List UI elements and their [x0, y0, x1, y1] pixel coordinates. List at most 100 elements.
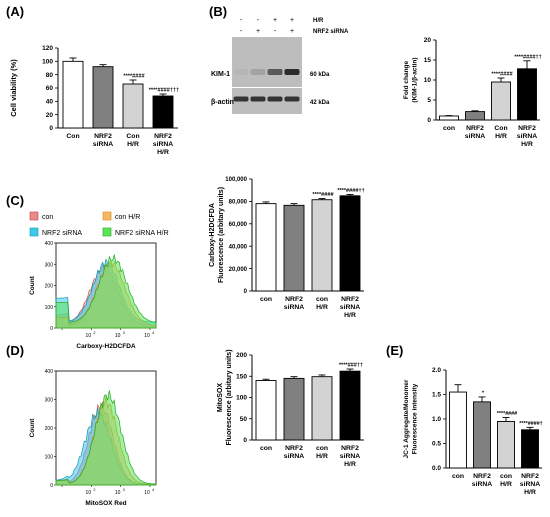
y-tick-label: 0 [244, 289, 248, 295]
significance-label: ****####†† [514, 54, 541, 60]
legend-label: con [42, 214, 53, 221]
bar [521, 429, 539, 469]
y-tick-label: 60,000 [229, 222, 248, 228]
blot-mark: - [240, 17, 243, 24]
blot-band [250, 69, 266, 75]
significance-label: ****####††† [149, 88, 179, 94]
x-tick-label: con [443, 125, 455, 132]
blot-mark: + [290, 17, 294, 24]
y-tick-label: 20,000 [229, 267, 248, 273]
y-axis-label: Carboxy-H2DCFDA [209, 203, 216, 267]
x-tick-label: 10 [86, 333, 92, 339]
bar [497, 421, 515, 469]
x-tick-label: siRNA [520, 481, 540, 488]
x-tick-exponent: 3 [123, 488, 125, 492]
x-tick-label: H/R [521, 141, 533, 148]
x-tick-label: H/R [316, 304, 328, 311]
x-tick-label: NRF2 [521, 473, 539, 480]
x-tick-label: H/R [344, 312, 356, 319]
y-tick-label: 60 [46, 85, 54, 92]
y-tick-label: 0 [50, 483, 53, 489]
x-tick-label: NRF2 [341, 296, 359, 303]
y-tick-label: 2.0 [432, 367, 441, 374]
significance-label: * [482, 390, 485, 396]
bar-chart-d: 0 50 100 150 200 MitoSOX Fluorescence (arbitar… [217, 349, 364, 468]
significance-label: ****#### [123, 74, 145, 80]
bar [92, 66, 114, 129]
y-tick-label: 200 [45, 284, 54, 290]
blot-protein-label: KIM-1 [211, 71, 230, 78]
y-tick-label: 15 [424, 57, 432, 64]
y-tick-label: 100 [45, 305, 54, 311]
x-tick-exponent: 4 [152, 331, 154, 335]
legend-swatch [102, 211, 112, 221]
y-tick-label: 1.0 [432, 416, 441, 423]
legend-label: NRF2 siRNA H/R [115, 230, 169, 237]
y-tick-label: 0 [427, 117, 431, 124]
western-blot: H/R NRF2 siRNA - - + + - + - + KIM-1 β-a… [211, 17, 349, 114]
x-tick-label: 10 [115, 333, 121, 339]
bar [449, 391, 467, 469]
blot-membrane [232, 37, 302, 87]
blot-band [267, 69, 283, 75]
x-tick-exponent: 2 [93, 488, 95, 492]
x-tick-label: H/R [524, 489, 536, 496]
x-tick-label: H/R [344, 461, 356, 468]
x-tick-label: siRNA [93, 141, 113, 148]
x-axis-label: MitoSOX Red [85, 500, 126, 507]
legend-label: con H/R [115, 214, 140, 221]
y-axis-label: Cell viability (%) [9, 59, 18, 117]
legend-swatch [29, 211, 39, 221]
y-tick-label: 1.5 [432, 392, 441, 399]
y-axis-label: JC-1 Aggregate/Monomer [403, 379, 410, 458]
y-tick-label: 120 [42, 45, 53, 52]
x-tick-label: siRNA [517, 133, 537, 140]
y-tick-label: 10 [424, 77, 432, 84]
y-tick-label: 0.0 [432, 465, 441, 472]
bar [465, 111, 485, 121]
bar [122, 83, 144, 129]
blot-band [233, 69, 249, 75]
blot-mark: + [256, 28, 260, 35]
x-axis-label: Carboxy-H2DCFDA [76, 343, 136, 350]
y-tick-label: 100,000 [225, 177, 247, 183]
y-tick-label: 5 [427, 97, 431, 104]
x-tick-label: siRNA [153, 141, 173, 148]
bar [473, 401, 491, 469]
blot-size-label: 60 kDa [310, 72, 330, 78]
bar [152, 95, 174, 129]
significance-label: ****###†† [339, 363, 363, 369]
x-tick-label: con [260, 296, 272, 303]
panel-label-d: (D) [6, 343, 24, 358]
y-axis-label: (KIM-1/β-actin) [412, 57, 419, 102]
x-tick-exponent: 4 [152, 488, 154, 492]
blot-protein-label: β-actin [211, 99, 234, 106]
x-tick-label: con [452, 473, 464, 480]
bar [255, 380, 277, 441]
x-tick-label: 10 [144, 333, 150, 339]
x-tick-label: siRNA [465, 133, 485, 140]
x-tick-label: H/R [157, 149, 169, 156]
x-tick-label: NRF2 [285, 445, 303, 452]
x-tick-label: 10 [86, 490, 92, 496]
histogram-trace [55, 390, 157, 486]
y-tick-label: 40 [46, 99, 54, 106]
x-tick-label: siRNA [472, 481, 492, 488]
bar-chart-a: 0 20 40 60 80 100 120 Cell viability (%) Con NRF2… [9, 45, 179, 156]
blot-mark: + [273, 17, 277, 24]
bar [517, 68, 537, 121]
x-tick-label: 10 [115, 490, 121, 496]
blot-band [284, 69, 300, 75]
significance-label: ****#### [491, 72, 513, 78]
x-tick-label: siRNA [340, 304, 360, 311]
x-tick-label: NRF2 [341, 445, 359, 452]
y-axis-label: Fold change [403, 60, 410, 99]
y-tick-label: 100 [45, 455, 54, 461]
blot-size-label: 42 kDa [310, 100, 330, 106]
bar [339, 370, 361, 441]
y-axis-label: Count [29, 418, 36, 438]
x-tick-label: con [316, 445, 328, 452]
bar-chart-c: 0 20,000 40,000 60,000 80,000 100,000 Carboxy-… [209, 177, 365, 319]
